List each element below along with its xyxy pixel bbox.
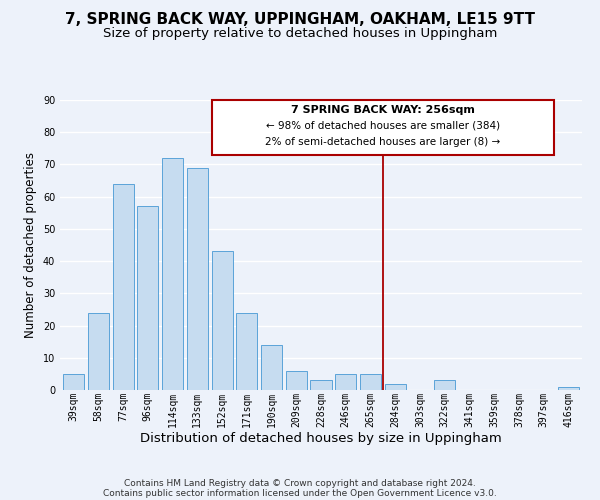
Bar	[212, 252, 233, 390]
X-axis label: Distribution of detached houses by size in Uppingham: Distribution of detached houses by size …	[140, 432, 502, 445]
Bar	[558, 387, 579, 390]
Text: Size of property relative to detached houses in Uppingham: Size of property relative to detached ho…	[103, 28, 497, 40]
Bar	[137, 206, 158, 390]
Text: Contains public sector information licensed under the Open Government Licence v3: Contains public sector information licen…	[103, 488, 497, 498]
Bar	[310, 380, 332, 390]
Bar	[286, 370, 307, 390]
Bar	[88, 312, 109, 390]
Bar	[113, 184, 134, 390]
Bar	[434, 380, 455, 390]
Bar	[335, 374, 356, 390]
Bar	[236, 312, 257, 390]
Bar	[385, 384, 406, 390]
Bar	[63, 374, 84, 390]
Bar	[187, 168, 208, 390]
Text: 7, SPRING BACK WAY, UPPINGHAM, OAKHAM, LE15 9TT: 7, SPRING BACK WAY, UPPINGHAM, OAKHAM, L…	[65, 12, 535, 28]
Bar	[360, 374, 381, 390]
Bar	[212, 100, 554, 155]
Text: Contains HM Land Registry data © Crown copyright and database right 2024.: Contains HM Land Registry data © Crown c…	[124, 478, 476, 488]
Text: 2% of semi-detached houses are larger (8) →: 2% of semi-detached houses are larger (8…	[265, 137, 500, 147]
Text: 7 SPRING BACK WAY: 256sqm: 7 SPRING BACK WAY: 256sqm	[291, 104, 475, 115]
Y-axis label: Number of detached properties: Number of detached properties	[24, 152, 37, 338]
Text: ← 98% of detached houses are smaller (384): ← 98% of detached houses are smaller (38…	[266, 121, 500, 131]
Bar	[261, 345, 282, 390]
Bar	[162, 158, 183, 390]
